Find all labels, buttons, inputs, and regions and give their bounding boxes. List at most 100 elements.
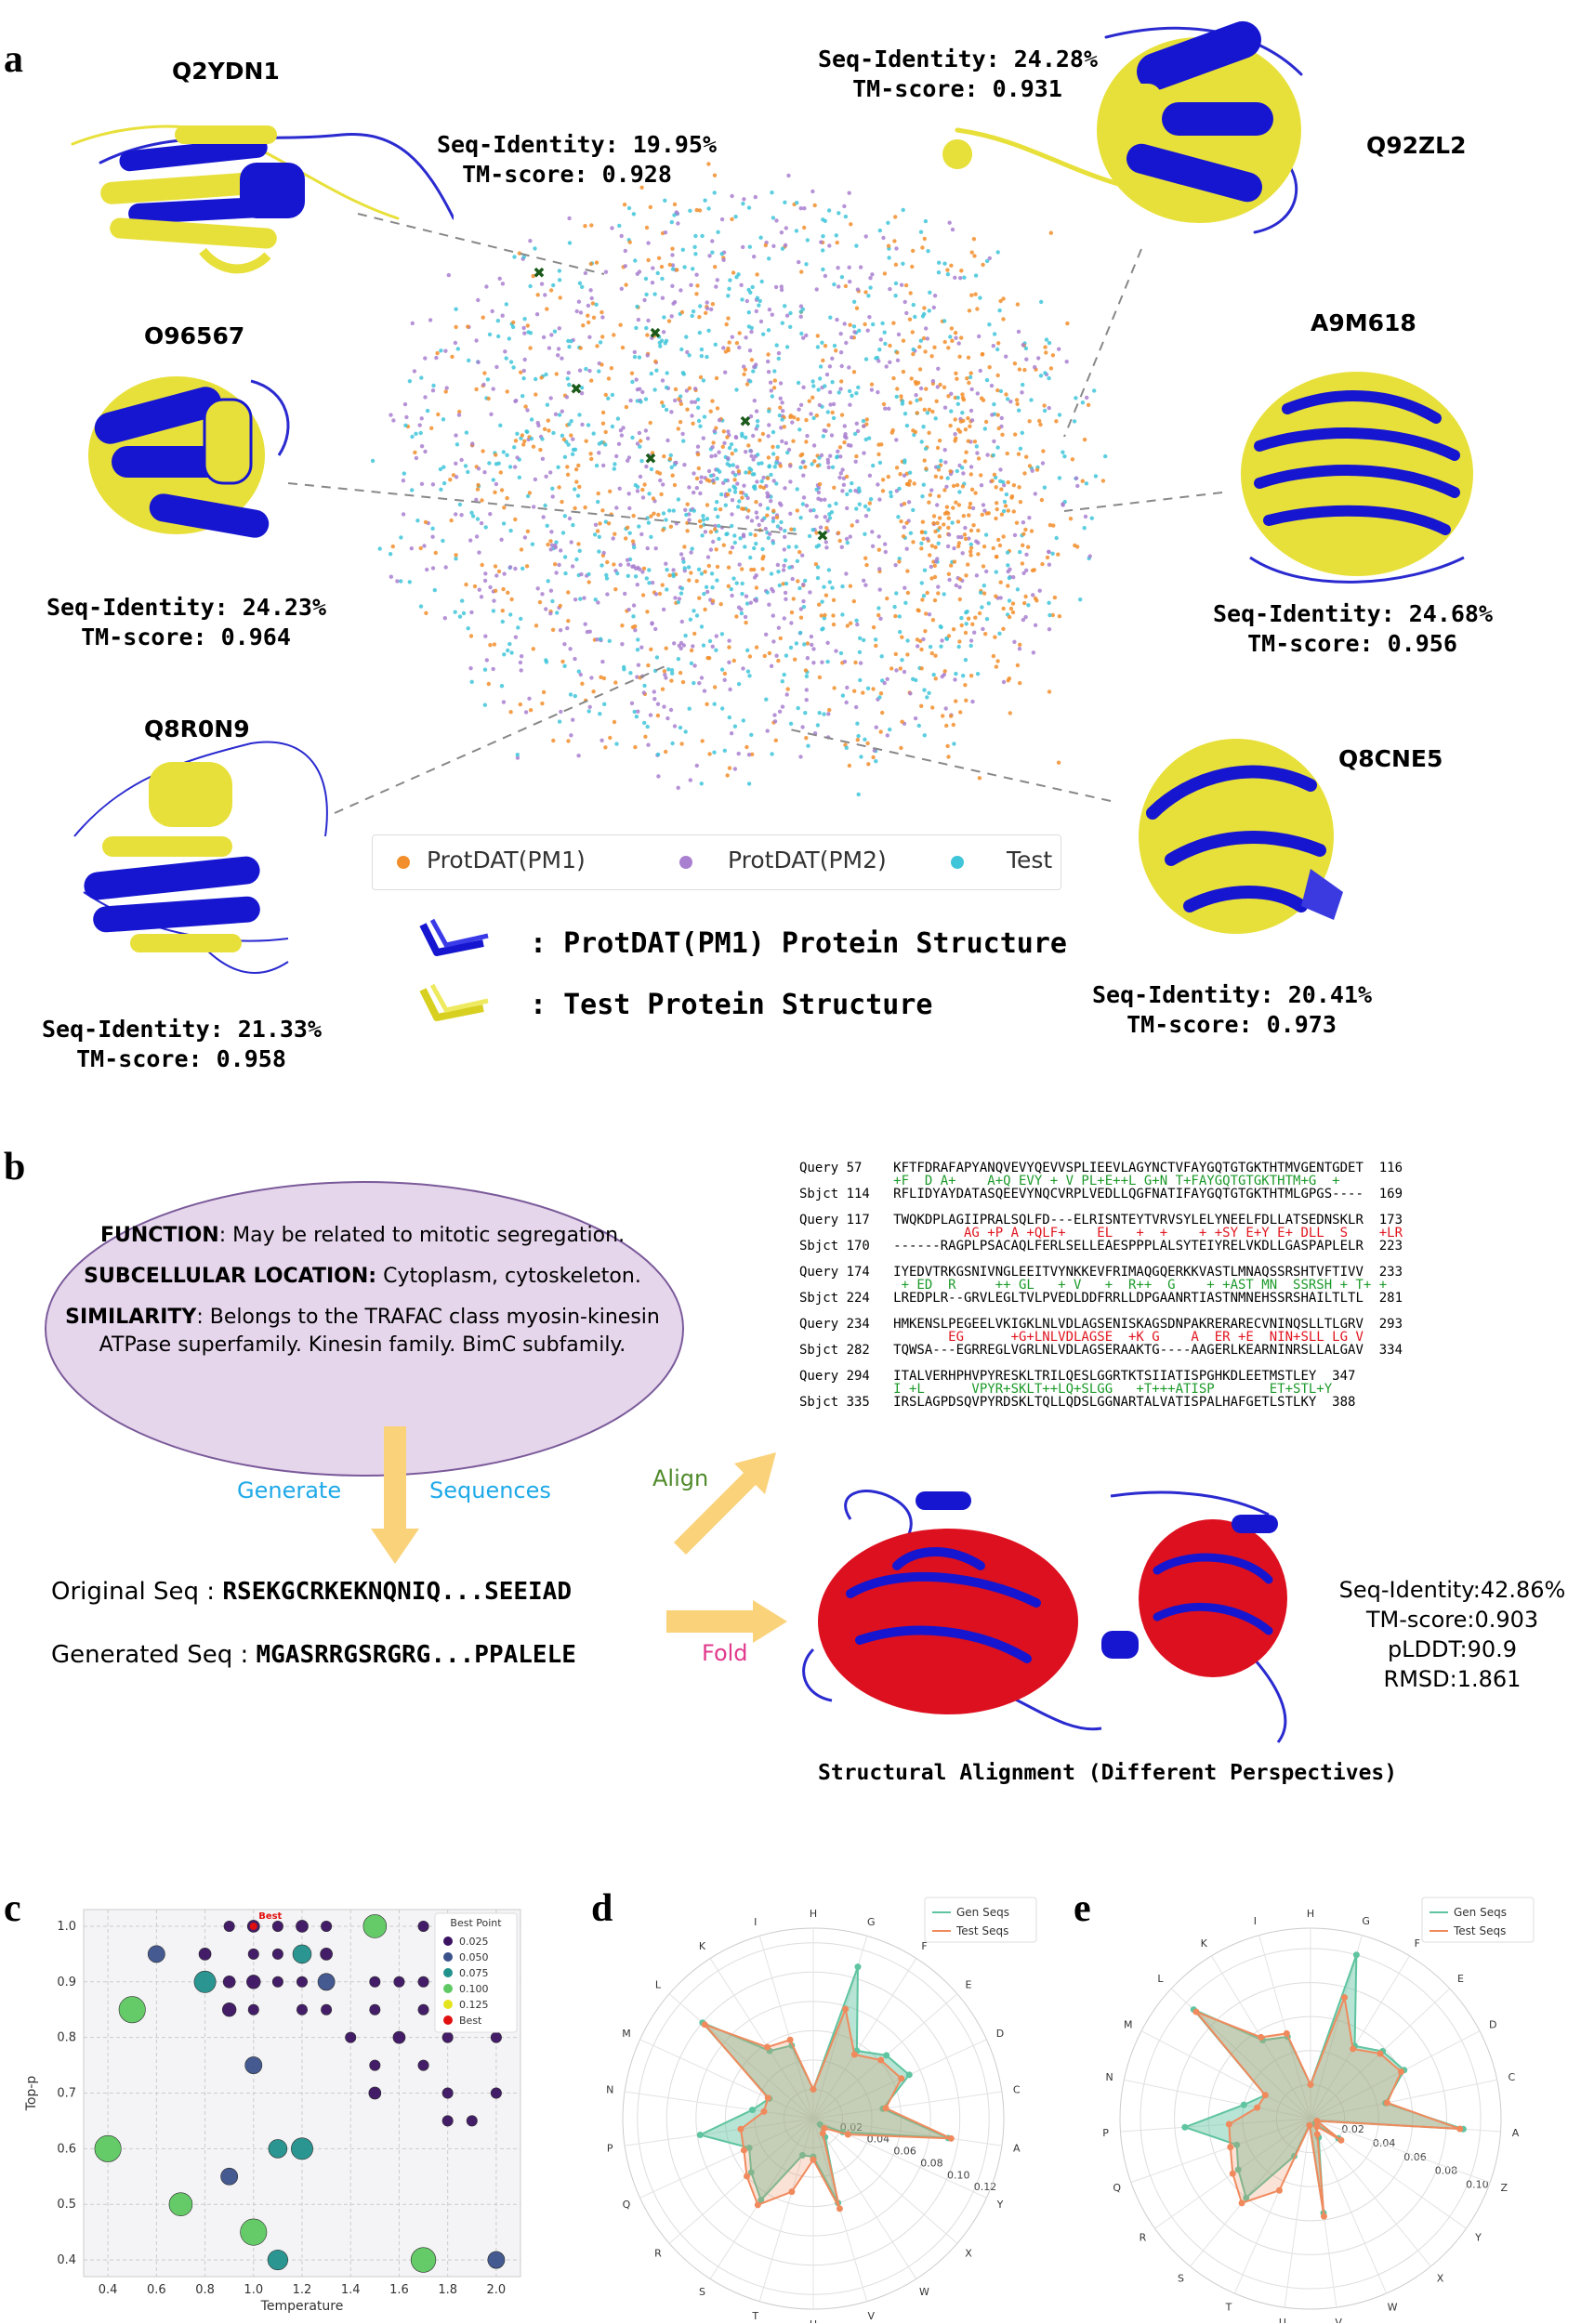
tsne-point [1080,400,1086,405]
tsne-point [694,485,699,491]
tsne-point [439,487,443,492]
sequence-alignment: Query 57 KFTFDRAFAPYANQVEVYQEVVSPLIEEVLA… [799,1162,1403,1422]
tsne-point [689,661,694,665]
x-tick-label: 0.8 [195,2283,215,2297]
tsne-point [950,227,955,232]
tsne-point [1027,516,1032,520]
tsne-point [796,705,800,711]
tsne-point [880,321,885,326]
spoke [1310,2079,1497,2120]
tsne-point [783,304,787,309]
legend-marker [443,1952,453,1962]
tsne-point [968,553,973,558]
metric-tm-score: TM-score:0.903 [1365,1607,1539,1633]
tsne-point [1001,534,1006,539]
tsne-point [562,454,568,459]
tsne-point [513,517,518,522]
tsne-point [527,491,533,495]
spoke [1284,2118,1311,2308]
tsne-point [838,332,843,336]
tsne-point [884,364,889,369]
tsne-point [977,334,982,339]
tsne-point [612,562,616,567]
tsne-point [435,350,440,356]
tsne-point [901,338,906,343]
tsne-point [822,616,827,621]
tsne-point [788,721,794,726]
tsne-point [799,269,804,274]
tsne-point [804,333,809,338]
tsne-point [921,425,926,429]
tsne-point [821,248,825,253]
tsne-point [984,258,990,264]
category-label: T [1225,2302,1232,2314]
tsne-point [862,451,866,455]
x-tick-label: 1.4 [341,2283,361,2297]
tsne-point [976,552,981,557]
tsne-point [566,442,571,447]
data-point [441,2031,454,2043]
tsne-point [660,295,665,300]
tsne-point [476,482,481,488]
tsne-point [848,534,852,539]
tsne-point [800,460,805,465]
tsne-point [715,278,719,282]
tsne-point [388,552,393,557]
tsne-point [817,602,822,607]
tsne-point [624,404,629,410]
tsne-point [560,433,565,438]
tsne-point [863,532,867,536]
tsne-point [626,573,630,578]
tsne-point [874,759,878,764]
tsne-point [790,420,795,425]
panel-label-d: d [591,1887,613,1930]
tsne-point [767,423,771,427]
tsne-point [562,663,567,668]
tsne-point [769,388,773,393]
tsne-point [647,492,652,496]
tsne-point [782,425,786,429]
tsne-point [931,514,937,519]
tsne-point [501,700,507,704]
tsne-point [951,506,955,510]
category-label: V [1335,2317,1342,2323]
tsne-point [992,472,997,477]
tsne-point [1002,499,1008,505]
data-point [244,2056,263,2074]
tsne-point [870,530,875,534]
tsne-point [1052,595,1058,600]
tsne-point [766,535,771,541]
tsne-point [922,236,927,242]
tsne-point [781,582,785,586]
series-point [810,2156,817,2163]
tsne-point [1015,587,1021,592]
legend-label-pm2: ProtDAT(PM2) [728,847,887,873]
location-text: Cytoplasm, cytoskeleton. [376,1265,641,1288]
tsne-point [850,480,854,486]
tsne-point [401,512,406,517]
tsne-point [741,666,745,671]
series-point [1275,2186,1283,2194]
tsne-point [692,387,698,391]
tsne-point [904,520,909,525]
tsne-point [929,544,935,548]
tsne-point [639,400,643,404]
tsne-point [679,591,684,596]
tsne-point [667,456,673,462]
tsne-point [1061,450,1065,454]
tsne-point [455,442,460,447]
tsne-point [709,571,715,576]
tsne-point [449,518,454,523]
tsne-point [594,463,599,468]
tsne-point [670,246,675,251]
tsne-point [717,536,721,542]
tsne-point [442,616,447,621]
tsne-point [661,528,665,532]
tsne-point [811,384,816,388]
tsne-point [549,333,554,337]
tsne-point [1033,492,1037,496]
tsne-point [669,465,674,470]
tsne-point [755,295,760,300]
tsne-point [576,299,582,304]
tsne-point [744,298,749,304]
